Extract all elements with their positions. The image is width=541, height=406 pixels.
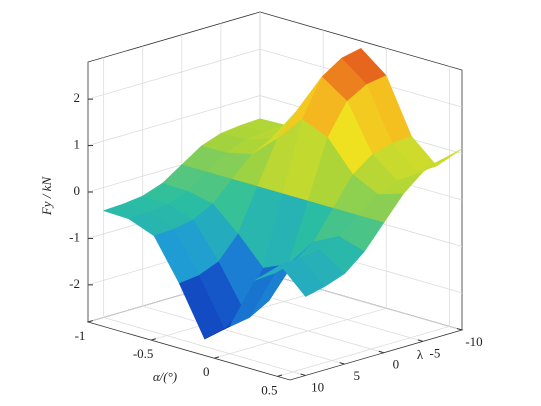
- y-tick-label: 10: [311, 379, 324, 394]
- grid-line: [214, 307, 387, 359]
- surface-patch: [280, 258, 326, 297]
- tick-mark: [277, 374, 283, 377]
- y-tick-label: 0: [393, 357, 400, 372]
- x-tick-label: 0.5: [261, 382, 277, 397]
- z-tick-label: 1: [74, 137, 81, 152]
- x-axis-label: α/(°): [153, 369, 177, 384]
- z-tick-label: -2: [69, 276, 80, 291]
- y-tick-label: -5: [429, 345, 440, 360]
- y-tick-label: -10: [465, 334, 482, 349]
- grid-line: [277, 325, 450, 377]
- tick-mark: [339, 362, 345, 365]
- tick-mark: [378, 350, 384, 354]
- x-tick-label: 0: [203, 364, 210, 379]
- grid-line: [103, 317, 306, 376]
- y-axis-label: λ: [417, 347, 424, 362]
- grid-line: [87, 48, 261, 100]
- tick-mark: [87, 320, 93, 323]
- grid-line: [87, 95, 261, 146]
- z-axis-label: Fy / kN: [39, 176, 54, 217]
- tick-mark: [214, 356, 220, 359]
- tick-mark: [150, 338, 156, 341]
- grid-line: [142, 305, 345, 365]
- z-tick-label: 0: [74, 183, 81, 198]
- x-tick-label: -0.5: [133, 346, 154, 361]
- tick-mark: [456, 328, 463, 331]
- surface: [103, 48, 463, 340]
- z-tick-label: 2: [74, 90, 81, 105]
- tick-mark: [300, 373, 306, 376]
- labels: Fy / kN α/(°) λ: [39, 176, 424, 384]
- y-tick-label: 5: [353, 368, 360, 383]
- z-tick-label: -1: [69, 229, 80, 244]
- tick-mark: [417, 339, 424, 342]
- x-tick-label: -1: [75, 328, 86, 343]
